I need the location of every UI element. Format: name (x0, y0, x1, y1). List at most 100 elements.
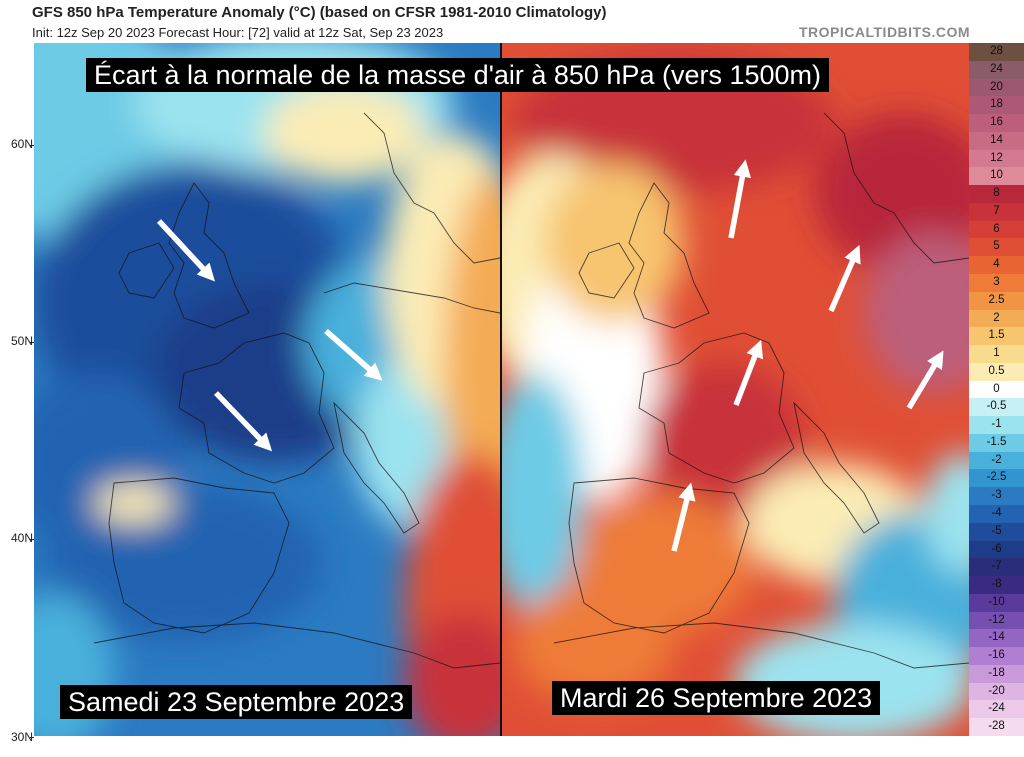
right-coastlines (553, 112, 969, 669)
left-map-panel (34, 43, 500, 736)
scale-label: 0 (993, 382, 1000, 395)
scale-label: -7 (991, 560, 1002, 573)
scale-row: -10 (969, 593, 1024, 612)
scale-label: -28 (988, 720, 1005, 733)
scale-row: -24 (969, 700, 1024, 719)
scale-label: 2.5 (988, 293, 1005, 306)
scale-row: 0 (969, 380, 1024, 399)
scale-label: -2.5 (986, 471, 1007, 484)
scale-row: 16 (969, 114, 1024, 132)
scale-row: 2.5 (969, 291, 1024, 310)
scale-label: -6 (991, 542, 1002, 555)
scale-label: -2 (991, 453, 1002, 466)
scale-label: -20 (988, 684, 1005, 697)
lat-label-30n: 30N (10, 730, 33, 744)
scale-row: -16 (969, 647, 1024, 665)
scale-row: -20 (969, 682, 1024, 701)
scale-row: -12 (969, 611, 1024, 630)
scale-row: 4 (969, 256, 1024, 274)
map-title: GFS 850 hPa Temperature Anomaly (°C) (ba… (32, 4, 607, 21)
overlay-title: Écart à la normale de la masse d'air à 8… (86, 58, 830, 92)
scale-label: 14 (990, 133, 1003, 146)
scale-label: 6 (993, 222, 1000, 235)
scale-label: 3 (993, 276, 1000, 288)
brand-watermark: TROPICALTIDBITS.COM (798, 24, 970, 40)
scale-label: -10 (988, 595, 1005, 608)
scale-label: -3 (991, 489, 1002, 502)
scale-label: 20 (990, 80, 1003, 93)
scale-label: 1.5 (988, 329, 1005, 342)
scale-row: -8 (969, 576, 1024, 594)
scale-row: 18 (969, 96, 1024, 115)
lat-tick-50n (30, 342, 34, 343)
scale-row: -2 (969, 451, 1024, 470)
scale-label: -5 (991, 524, 1002, 537)
left-arrows (156, 219, 383, 452)
scale-label: -1.5 (986, 435, 1007, 448)
scale-row: 1 (969, 345, 1024, 363)
lat-label-50n: 50N (10, 334, 33, 348)
flow-arrow (324, 328, 383, 381)
flow-arrow (733, 339, 764, 406)
scale-label: 4 (993, 258, 1000, 271)
flow-arrow (828, 244, 861, 313)
scale-row: -5 (969, 522, 1024, 541)
scale-label: 0.5 (988, 364, 1005, 377)
scale-label: -8 (991, 578, 1002, 591)
flow-arrow (671, 482, 696, 552)
scale-row: 0.5 (969, 362, 1024, 381)
scale-label: 18 (990, 98, 1003, 111)
scale-row: 7 (969, 202, 1024, 221)
flow-arrow (214, 391, 273, 452)
scale-row: -6 (969, 540, 1024, 559)
scale-row: 8 (969, 185, 1024, 203)
scale-label: -14 (988, 631, 1005, 644)
anomaly-maps (34, 43, 969, 736)
scale-label: 1 (993, 347, 1000, 360)
lat-label-60n: 60N (10, 137, 33, 151)
scale-row: 2 (969, 309, 1024, 328)
scale-label: -24 (988, 702, 1005, 715)
scale-label: 28 (990, 45, 1003, 57)
scale-row: 5 (969, 238, 1024, 257)
scale-row: -28 (969, 718, 1024, 736)
scale-row: -1.5 (969, 433, 1024, 452)
scale-row: 12 (969, 149, 1024, 168)
left-coastlines (93, 112, 500, 669)
right-date-label: Mardi 26 Septembre 2023 (552, 681, 881, 715)
scale-row: -0.5 (969, 398, 1024, 417)
right-map-panel (502, 43, 969, 736)
flow-arrow (906, 350, 944, 410)
scale-row: 24 (969, 60, 1024, 79)
scale-row: 28 (969, 43, 1024, 61)
scale-row: 14 (969, 131, 1024, 150)
scale-row: -3 (969, 487, 1024, 505)
lat-tick-40n (30, 539, 34, 540)
lat-label-40n: 40N (10, 531, 33, 545)
right-arrows (671, 159, 944, 552)
scale-row: 10 (969, 167, 1024, 186)
scale-label: 16 (990, 116, 1003, 129)
scale-row: -7 (969, 558, 1024, 577)
panel-divider (500, 43, 502, 736)
scale-label: 24 (990, 62, 1003, 75)
maps-container: Écart à la normale de la masse d'air à 8… (34, 43, 969, 736)
scale-label: -12 (988, 613, 1005, 626)
lat-tick-60n (30, 145, 34, 146)
flow-arrow (728, 159, 752, 239)
scale-label: -0.5 (986, 400, 1007, 413)
scale-row: -18 (969, 664, 1024, 683)
scale-label: 8 (993, 187, 1000, 200)
scale-row: 6 (969, 220, 1024, 239)
scale-row: -4 (969, 505, 1024, 523)
left-date-label: Samedi 23 Septembre 2023 (60, 685, 413, 719)
scale-label: 10 (990, 169, 1003, 182)
scale-label: -4 (991, 507, 1002, 519)
scale-label: 7 (993, 204, 1000, 217)
scale-label: 12 (990, 151, 1003, 164)
map-subtitle: Init: 12z Sep 20 2023 Forecast Hour: [72… (32, 25, 444, 40)
scale-label: 2 (993, 311, 1000, 324)
scale-label: 5 (993, 240, 1000, 253)
scale-label: -1 (991, 418, 1002, 431)
flow-arrow (156, 219, 215, 282)
